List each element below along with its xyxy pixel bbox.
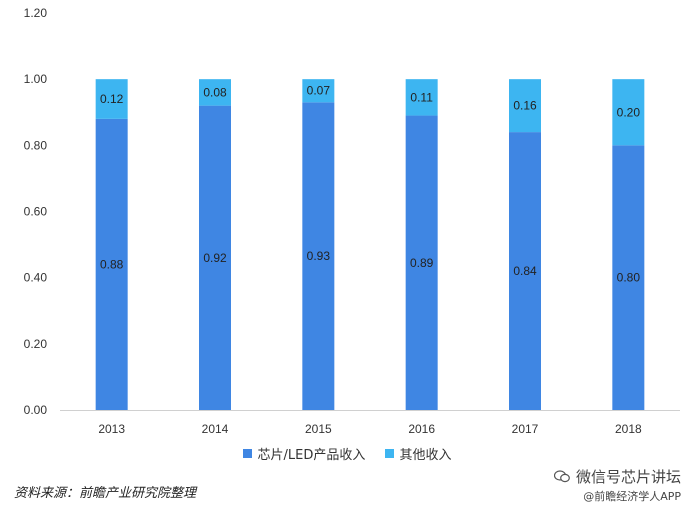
data-label-chip-led-2017: 0.84: [513, 264, 537, 278]
bar-other-2016: [405, 79, 438, 116]
x-tick-label: 2016: [408, 422, 435, 436]
data-label-chip-led-2014: 0.92: [203, 251, 227, 265]
x-tick-label: 2014: [202, 422, 229, 436]
watermark-line1: 微信号芯片讲坛: [575, 468, 681, 486]
y-tick-label: 0.80: [24, 138, 48, 152]
bar-other-2017: [509, 79, 541, 133]
y-tick-label: 1.00: [24, 72, 48, 86]
y-tick-label: 0.60: [24, 205, 48, 219]
wechat-icon: [553, 470, 570, 483]
source-note: 资料来源：前瞻产业研究院整理: [14, 486, 197, 501]
data-label-other-2013: 0.12: [100, 92, 124, 106]
x-tick-label: 2013: [98, 422, 125, 436]
bar-chip-led-2017: [509, 132, 541, 410]
data-label-chip-led-2015: 0.93: [307, 249, 331, 263]
bar-chip-led-2018: [612, 145, 645, 411]
y-axis: 0.00 0.20 0.40 0.60 0.80 1.00 1.20: [24, 6, 48, 417]
data-label-other-2016: 0.11: [410, 90, 433, 104]
legend-label-other: 其他收入: [399, 448, 452, 463]
bars: 0.88 0.12 0.92 0.08 0.93 0.07 0.89 0.11 0.84 0.16…: [95, 79, 645, 411]
y-tick-label: 1.20: [24, 6, 48, 20]
data-label-chip-led-2013: 0.88: [100, 257, 124, 271]
watermark-line2: @前瞻经济学人APP: [583, 490, 681, 503]
legend-swatch-other: [385, 449, 395, 458]
data-label-other-2014: 0.08: [203, 85, 227, 99]
x-tick-label: 2017: [512, 422, 539, 436]
data-label-other-2018: 0.20: [617, 105, 641, 119]
bar-chip-led-2014: [199, 105, 231, 410]
x-tick-label: 2018: [615, 422, 642, 436]
legend-item-other: 其他收入: [385, 444, 452, 463]
bar-chip-led-2013: [95, 118, 128, 410]
bar-other-2014: [199, 79, 231, 106]
bar-chip-led-2016: [405, 115, 438, 410]
legend-item-chip-led: 芯片/LED产品收入: [243, 444, 365, 463]
data-label-chip-led-2016: 0.89: [410, 256, 434, 270]
legend: 芯片/LED产品收入 其他收入: [0, 444, 695, 463]
watermark: 微信号芯片讲坛 @前瞻经济学人APP: [553, 466, 681, 504]
legend-label-chip-led: 芯片/LED产品收入: [257, 448, 366, 463]
bar-other-2015: [302, 79, 335, 103]
bar-other-2018: [612, 79, 645, 146]
data-label-chip-led-2018: 0.80: [617, 271, 641, 285]
y-tick-label: 0.00: [24, 403, 48, 417]
x-axis: 2013 2014 2015 2016 2017 2018: [98, 422, 642, 436]
x-tick-label: 2015: [305, 422, 332, 436]
data-label-other-2015: 0.07: [307, 84, 331, 98]
data-label-other-2017: 0.16: [513, 99, 537, 113]
legend-swatch-chip-led: [243, 449, 253, 458]
bar-other-2013: [95, 79, 128, 119]
y-tick-label: 0.20: [24, 337, 48, 351]
bar-chip-led-2015: [302, 102, 335, 410]
y-tick-label: 0.40: [24, 271, 48, 285]
stacked-bar-chart: 0.00 0.20 0.40 0.60 0.80 1.00 1.20 0.88 0.12 0.9…: [24, 6, 680, 436]
